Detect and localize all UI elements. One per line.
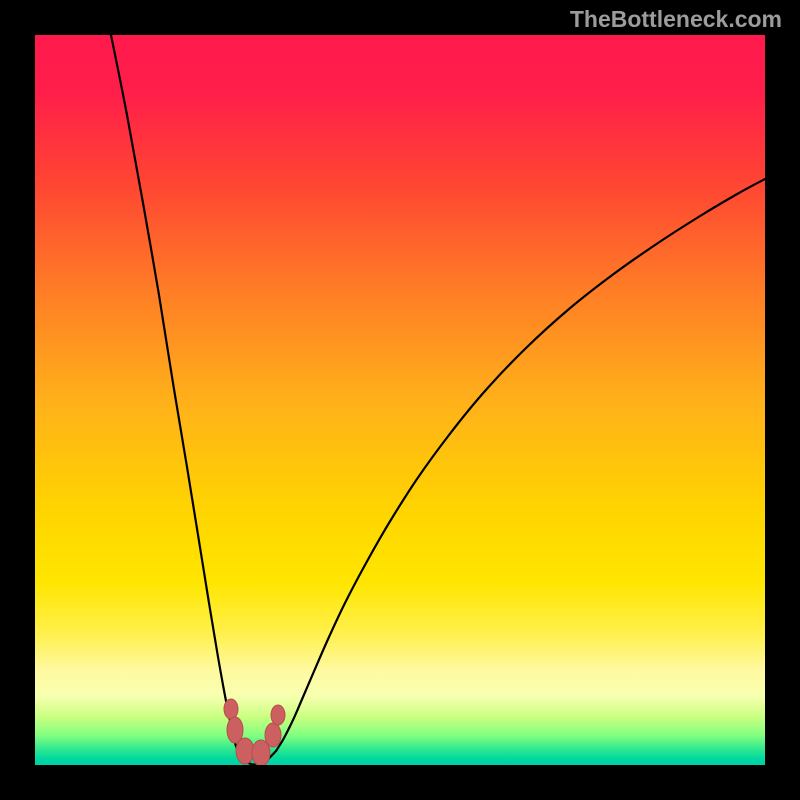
- marker-blob: [271, 705, 285, 725]
- marker-blob: [236, 738, 254, 764]
- plot-svg: [35, 35, 765, 765]
- marker-blob: [265, 723, 281, 747]
- watermark-text: TheBottleneck.com: [570, 6, 782, 33]
- plot-frame: [35, 35, 765, 765]
- marker-blob: [224, 699, 238, 719]
- curve-left: [111, 35, 276, 765]
- curve-right: [276, 179, 765, 751]
